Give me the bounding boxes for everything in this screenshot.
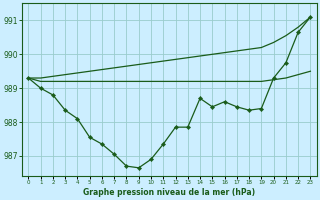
X-axis label: Graphe pression niveau de la mer (hPa): Graphe pression niveau de la mer (hPa): [83, 188, 255, 197]
